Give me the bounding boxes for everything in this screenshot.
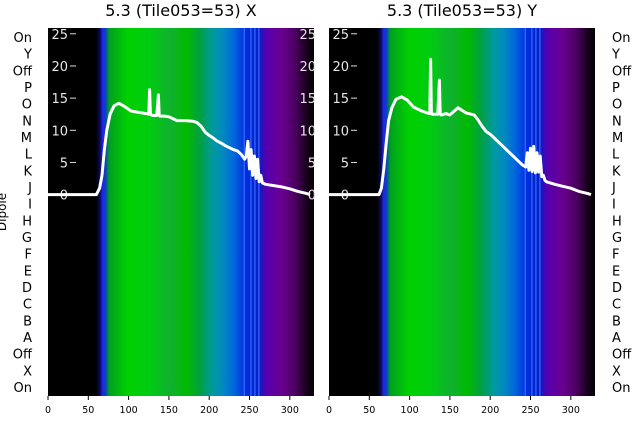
dipole-label: N <box>22 114 32 129</box>
dipole-label: P <box>24 81 32 96</box>
dipole-label: J <box>27 181 32 196</box>
x-tick-label: 0 <box>326 405 332 416</box>
y-tick-label-edge: 0 <box>308 189 316 204</box>
x-tick-label: 300 <box>562 405 580 416</box>
dipole-label: X <box>612 364 621 379</box>
dipole-label: G <box>22 231 32 246</box>
dipole-label: A <box>23 331 32 346</box>
chart-panel-y: 5.3 (Tile053=53) Y 0 50 100 150 200 250 300 0 5 10… <box>326 1 632 416</box>
dipole-label: M <box>21 131 32 146</box>
dipole-label: E <box>612 264 620 279</box>
y-tick-label-edge: 25 <box>299 28 316 43</box>
x-tick-label: 100 <box>401 405 419 416</box>
y-tick-label: 10 <box>332 124 349 139</box>
dipole-label: Y <box>23 48 32 63</box>
dipole-label: I <box>612 198 616 213</box>
x-tick-label: 0 <box>45 405 51 416</box>
dipole-label: Off <box>13 64 33 79</box>
x-tick-label: 50 <box>363 405 375 416</box>
dipole-label: O <box>612 98 622 113</box>
dipole-label: F <box>612 248 619 263</box>
dipole-label: D <box>22 281 32 296</box>
dipole-label: H <box>22 214 32 229</box>
dipole-label: J <box>611 181 616 196</box>
spectral-line <box>250 28 252 396</box>
x-tick-label: 250 <box>521 405 539 416</box>
dipole-label: G <box>612 231 622 246</box>
dipole-label: L <box>25 148 33 163</box>
dipole-label: Off <box>612 348 632 363</box>
dipole-label: B <box>612 314 621 329</box>
x-tick-label: 300 <box>281 405 299 416</box>
y-tick-label-edge: 10 <box>299 124 316 139</box>
spectral-line <box>243 28 246 396</box>
x-tick-label: 200 <box>200 405 218 416</box>
x-tick-label: 150 <box>441 405 459 416</box>
dipole-label: On <box>612 381 630 396</box>
dipole-label: A <box>612 331 621 346</box>
dipole-label: Off <box>13 348 33 363</box>
dipole-label: C <box>612 298 621 313</box>
y-tick-label-edge: 20 <box>299 60 316 75</box>
y-tick-label-edge: 15 <box>299 92 316 107</box>
dipole-label: Y <box>611 48 620 63</box>
dipole-label: O <box>22 98 32 113</box>
x-tick-label: 100 <box>120 405 138 416</box>
spectrogram-background <box>48 28 314 396</box>
dipole-label: H <box>612 214 622 229</box>
dipole-label: M <box>612 131 623 146</box>
y-tick-label: 0 <box>341 189 349 204</box>
y-tick-label: 5 <box>60 156 68 171</box>
y-tick-label: 15 <box>332 92 349 107</box>
dipole-label: N <box>612 114 622 129</box>
chart-title: 5.3 (Tile053=53) Y <box>387 1 537 20</box>
spectral-line <box>258 28 260 396</box>
spectral-line <box>539 28 541 396</box>
y-tick-label: 20 <box>332 60 349 75</box>
y-tick-label: 15 <box>51 92 68 107</box>
spectral-line <box>524 28 527 396</box>
y-tick-label: 0 <box>60 189 68 204</box>
x-tick-label: 200 <box>481 405 499 416</box>
y-tick-label: 10 <box>51 124 68 139</box>
series-line <box>48 88 311 197</box>
dipole-label: C <box>23 298 32 313</box>
dipole-label: X <box>23 364 32 379</box>
y-tick-label-edge: 5 <box>308 156 316 171</box>
y-tick-label: 20 <box>51 60 68 75</box>
dipole-label: K <box>23 164 32 179</box>
dipole-label: K <box>612 164 621 179</box>
dipole-label: L <box>612 148 620 163</box>
dipole-label: B <box>23 314 32 329</box>
dipole-label: D <box>612 281 622 296</box>
dipole-label: E <box>24 264 32 279</box>
dipole-label: On <box>612 31 630 46</box>
dipole-label: P <box>612 81 620 96</box>
dipole-label: F <box>25 248 32 263</box>
chart-title: 5.3 (Tile053=53) X <box>105 1 256 20</box>
y-tick-label: 25 <box>51 28 68 43</box>
spectral-line <box>531 28 533 396</box>
dipole-label: On <box>14 31 32 46</box>
y-tick-label: 25 <box>332 28 349 43</box>
spectral-line <box>535 28 537 396</box>
x-tick-label: 150 <box>160 405 178 416</box>
spectral-line <box>254 28 256 396</box>
x-tick-label: 50 <box>82 405 94 416</box>
dipole-label: On <box>14 381 32 396</box>
y-tick-label: 5 <box>341 156 349 171</box>
dipole-label: I <box>28 198 32 213</box>
series-line <box>329 58 592 197</box>
y-axis-label: Dipole <box>0 193 9 231</box>
dipole-label: Off <box>612 64 632 79</box>
spectrogram-background <box>329 28 595 396</box>
x-tick-label: 250 <box>240 405 258 416</box>
